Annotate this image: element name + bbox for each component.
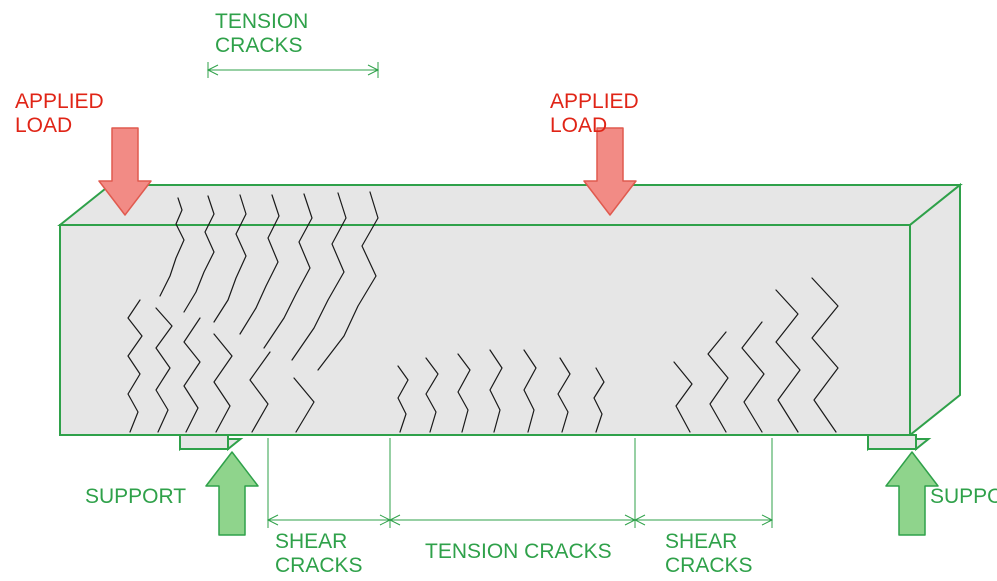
label-applied-load-left: APPLIED LOAD — [15, 90, 104, 138]
label-applied-load-right: APPLIED LOAD — [550, 90, 639, 138]
label-shear-cracks-left: SHEAR CRACKS — [275, 530, 363, 578]
label-support-right: SUPPORT — [930, 485, 997, 509]
label-tension-cracks-bottom: TENSION CRACKS — [425, 540, 612, 564]
label-shear-cracks-right: SHEAR CRACKS — [665, 530, 753, 578]
label-tension-cracks-top: TENSION CRACKS — [215, 10, 308, 58]
label-support-left: SUPPORT — [85, 485, 186, 509]
